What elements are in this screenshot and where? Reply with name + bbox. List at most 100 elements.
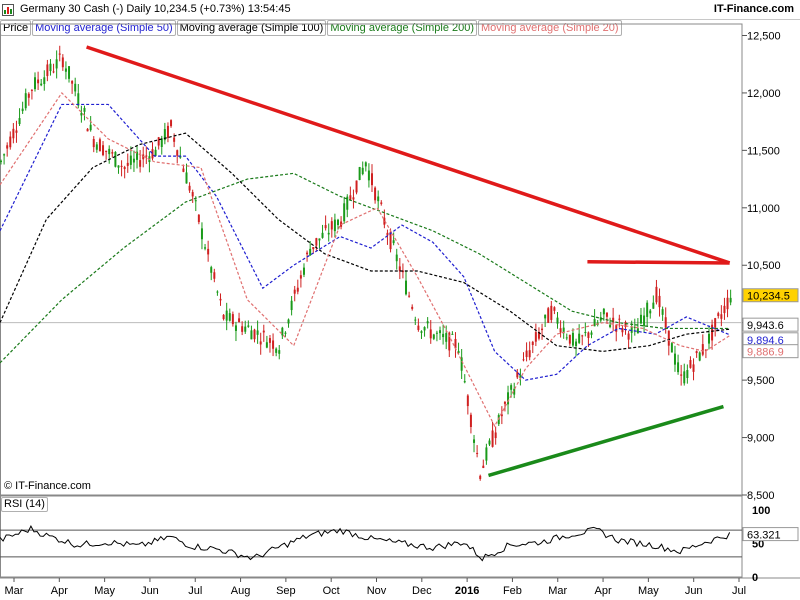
- candle-body: [61, 57, 64, 68]
- candle-body: [58, 53, 61, 55]
- candle-body: [89, 124, 92, 131]
- candle-body: [284, 332, 287, 334]
- candle-body: [503, 401, 506, 404]
- candle-body: [714, 318, 717, 328]
- price-label: 9,894.6: [747, 335, 784, 347]
- candle-body: [723, 305, 726, 314]
- candle-body: [454, 338, 457, 349]
- candle-body: [451, 333, 454, 335]
- trendline-2: [587, 260, 730, 265]
- candle-body: [652, 302, 655, 309]
- candle-body: [559, 328, 562, 333]
- candle-body: [636, 328, 639, 334]
- rsi-label[interactable]: RSI (14): [1, 497, 48, 512]
- candle-body: [179, 155, 182, 158]
- price-label-box: [742, 344, 799, 359]
- candle-body: [411, 306, 414, 309]
- candle-body: [655, 286, 658, 303]
- candle-body: [219, 298, 222, 301]
- candle-body: [293, 289, 296, 294]
- candle-body: [701, 344, 704, 355]
- candle-body: [568, 334, 571, 344]
- candle-body: [197, 214, 200, 223]
- candle-body: [253, 329, 256, 340]
- candle-body: [519, 375, 522, 379]
- brand-logo[interactable]: IT-Finance.com: [713, 3, 794, 15]
- title-bar: Germany 30 Cash (-) Daily 10,234.5 (+0.7…: [0, 0, 800, 20]
- x-tick-label: May: [638, 585, 659, 597]
- candle-body: [95, 144, 98, 150]
- candle-body: [673, 353, 676, 365]
- x-tick-label: Jul: [732, 585, 746, 597]
- candle-body: [37, 79, 40, 84]
- sma20-line: [0, 91, 730, 428]
- candle-body: [123, 167, 126, 170]
- candle-body: [265, 342, 268, 348]
- candle-body: [525, 350, 528, 358]
- candle-body: [667, 330, 670, 346]
- candle-body: [21, 108, 24, 112]
- candle-body: [698, 352, 701, 361]
- candle-body: [537, 331, 540, 339]
- candle-body: [247, 325, 250, 327]
- candle-body: [74, 83, 77, 92]
- candle-body: [102, 145, 105, 156]
- candle-body: [426, 321, 429, 324]
- candle-body: [333, 219, 336, 232]
- chart-icon[interactable]: [2, 4, 14, 16]
- candle-body: [630, 326, 633, 333]
- candle-body: [92, 138, 95, 148]
- candle-body: [624, 321, 627, 328]
- candle-body: [3, 154, 6, 156]
- candle-body: [398, 266, 401, 272]
- price-label-box: [742, 288, 799, 303]
- candle-body: [469, 414, 472, 428]
- candle-body: [602, 308, 605, 315]
- candle-body: [352, 197, 355, 200]
- candle-body: [695, 351, 698, 354]
- candle-body: [389, 231, 392, 250]
- candle-body: [272, 340, 275, 349]
- candle-body: [324, 225, 327, 229]
- candle-body: [231, 314, 234, 325]
- candle-body: [40, 83, 43, 86]
- candle-body: [129, 155, 132, 165]
- candle-body: [55, 59, 58, 69]
- candle-body: [24, 93, 27, 109]
- candle-body: [670, 343, 673, 353]
- candle-body: [299, 275, 302, 279]
- candle-body: [479, 475, 482, 479]
- candle-body: [392, 240, 395, 244]
- candle-body: [228, 313, 231, 321]
- candle-body: [401, 270, 404, 273]
- candle-body: [531, 341, 534, 345]
- trendline-1: [86, 45, 731, 265]
- candle-body: [309, 248, 312, 256]
- x-tick-label: Dec: [412, 585, 432, 597]
- candle-body: [34, 77, 37, 90]
- candle-body: [612, 317, 615, 323]
- candle-body: [145, 155, 148, 157]
- candle-body: [315, 238, 318, 246]
- candle-body: [516, 372, 519, 378]
- candle-body: [371, 173, 373, 186]
- candle-body: [643, 315, 646, 327]
- candle-body: [105, 150, 108, 152]
- candle-body: [321, 232, 324, 238]
- candle-body: [225, 310, 228, 321]
- candle-body: [290, 300, 293, 311]
- candle-body: [151, 149, 154, 159]
- candle-body: [330, 221, 333, 230]
- candle-body: [605, 312, 608, 317]
- candle-body: [435, 332, 438, 334]
- candle-body: [12, 128, 15, 139]
- candle-body: [327, 232, 330, 235]
- candle-body: [414, 319, 417, 321]
- candle-body: [126, 162, 129, 166]
- x-tick-label: Jun: [685, 585, 703, 597]
- candle-body: [312, 247, 315, 250]
- candle-body: [306, 252, 309, 255]
- candle-body: [166, 125, 169, 138]
- candle-body: [364, 162, 367, 167]
